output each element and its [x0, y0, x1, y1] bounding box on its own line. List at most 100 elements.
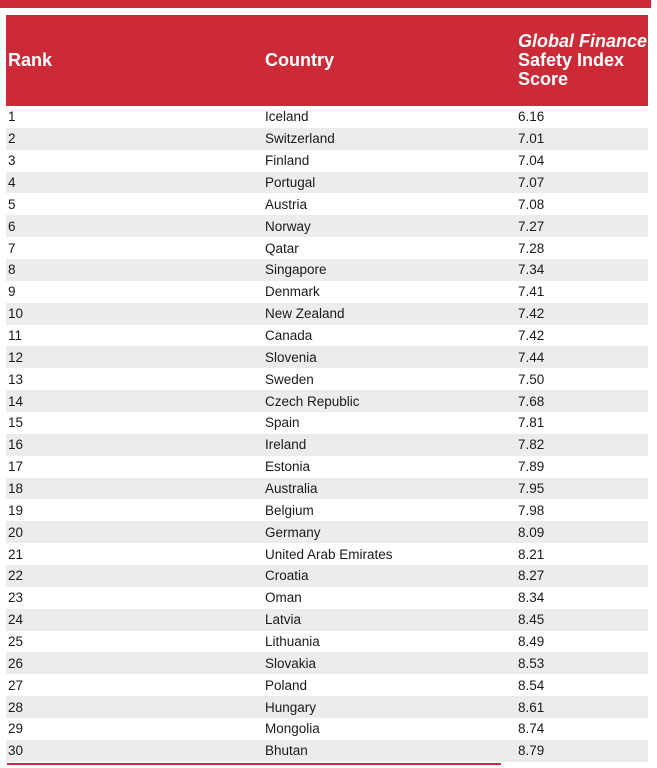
score-cell: 7.82: [518, 437, 545, 453]
score-cell: 7.50: [518, 371, 545, 387]
rank-cell: 1: [8, 109, 16, 125]
country-cell: Mongolia: [265, 721, 320, 737]
rank-cell: 2: [8, 131, 16, 147]
score-cell: 7.44: [518, 349, 545, 365]
country-cell: Canada: [265, 328, 313, 344]
table-row: 10 New Zealand 7.42: [6, 302, 648, 325]
table-row: 25 Lithuania 8.49: [6, 630, 648, 653]
country-cell: Slovakia: [265, 655, 317, 671]
country-cell: Denmark: [265, 284, 320, 300]
score-cell: 6.16: [518, 109, 545, 125]
country-cell: Slovenia: [265, 349, 317, 365]
rank-cell: 4: [8, 175, 16, 190]
column-header-score-line1: Global Finance: [518, 31, 648, 51]
score-cell: 8.21: [518, 546, 545, 562]
country-cell: Croatia: [265, 568, 309, 584]
country-cell: Spain: [265, 415, 300, 431]
bottom-red-rule: [7, 763, 501, 765]
rank-cell: 3: [8, 153, 16, 169]
rank-cell: 21: [8, 546, 24, 562]
score-cell: 7.81: [518, 415, 545, 431]
country-cell: United Arab Emirates: [265, 546, 393, 562]
table-row: 16 Ireland 7.82: [6, 433, 648, 456]
country-cell: Ireland: [265, 437, 307, 453]
score-cell: 7.28: [518, 240, 545, 256]
rank-cell: 19: [8, 502, 24, 518]
rank-cell: 27: [8, 677, 24, 693]
table-row: 6 Norway 7.27: [6, 215, 648, 238]
country-cell: Poland: [265, 677, 308, 693]
table-row: 22 Croatia 8.27: [6, 565, 648, 587]
score-cell: 7.42: [518, 306, 545, 322]
country-cell: Bhutan: [265, 743, 308, 759]
table-row: 3 Finland 7.04: [6, 149, 648, 172]
country-cell: Switzerland: [265, 131, 335, 147]
score-cell: 8.49: [518, 634, 545, 650]
score-cell: 7.42: [518, 328, 545, 344]
top-red-rule: [0, 0, 651, 8]
table-row: 19 Belgium 7.98: [6, 499, 648, 522]
country-cell: Latvia: [265, 612, 302, 628]
rank-cell: 7: [8, 240, 16, 256]
table-row: 11 Canada 7.42: [6, 324, 648, 347]
table-row: 7 Qatar 7.28: [6, 237, 648, 260]
rank-cell: 22: [8, 568, 24, 584]
score-cell: 7.04: [518, 153, 545, 169]
country-cell: Germany: [265, 524, 321, 540]
rank-cell: 18: [8, 481, 24, 497]
rank-cell: 26: [8, 655, 24, 671]
country-cell: Qatar: [265, 240, 299, 256]
score-cell: 7.68: [518, 393, 545, 409]
column-header-score-line2: Safety Index: [518, 50, 625, 70]
country-cell: Iceland: [265, 109, 309, 125]
table-row: 2 Switzerland 7.01: [6, 127, 648, 150]
table-row: 15 Spain 7.81: [6, 412, 648, 434]
table-row: 20 Germany 8.09: [6, 521, 648, 544]
country-cell: Oman: [265, 590, 302, 606]
table-row: 4 Portugal 7.07: [6, 171, 648, 194]
table-row: 5 Austria 7.08: [6, 193, 648, 216]
column-header-rank: Rank: [8, 50, 53, 70]
rank-cell: 14: [8, 393, 24, 409]
rank-cell: 8: [8, 262, 16, 278]
score-cell: 8.79: [518, 743, 545, 759]
table-row: 9 Denmark 7.41: [6, 280, 648, 303]
table-row: 13 Sweden 7.50: [6, 368, 648, 391]
score-cell: 7.07: [518, 175, 545, 190]
country-cell: Singapore: [265, 262, 327, 278]
country-cell: Estonia: [265, 459, 311, 475]
rank-cell: 28: [8, 699, 24, 715]
table-row: 12 Slovenia 7.44: [6, 346, 648, 369]
rank-cell: 23: [8, 590, 24, 606]
rank-cell: 12: [8, 349, 24, 365]
country-cell: Portugal: [265, 175, 316, 190]
table-row: 14 Czech Republic 7.68: [6, 390, 648, 413]
table-row: 1 Iceland 6.16: [6, 106, 648, 128]
score-cell: 7.01: [518, 131, 545, 147]
country-cell: Hungary: [265, 699, 317, 715]
score-cell: 7.98: [518, 502, 545, 518]
rank-cell: 15: [8, 415, 24, 431]
column-header-country: Country: [265, 50, 334, 70]
rank-cell: 25: [8, 634, 24, 650]
column-header-score-line3: Score: [518, 69, 569, 89]
country-cell: Sweden: [265, 371, 314, 387]
score-cell: 7.95: [518, 481, 545, 497]
country-cell: Australia: [265, 481, 318, 497]
country-cell: Czech Republic: [265, 393, 360, 409]
rank-cell: 9: [8, 284, 16, 300]
table-row: 27 Poland 8.54: [6, 674, 648, 697]
country-cell: Lithuania: [265, 634, 320, 650]
rank-cell: 17: [8, 459, 24, 475]
rank-cell: 6: [8, 218, 16, 234]
table-row: 26 Slovakia 8.53: [6, 652, 648, 675]
country-cell: New Zealand: [265, 306, 345, 322]
score-cell: 8.45: [518, 612, 545, 628]
table-row: 28 Hungary 8.61: [6, 696, 648, 719]
score-cell: 8.34: [518, 590, 545, 606]
score-cell: 7.27: [518, 218, 545, 234]
country-cell: Austria: [265, 196, 308, 212]
rank-cell: 13: [8, 371, 24, 387]
score-cell: 8.54: [518, 677, 545, 693]
